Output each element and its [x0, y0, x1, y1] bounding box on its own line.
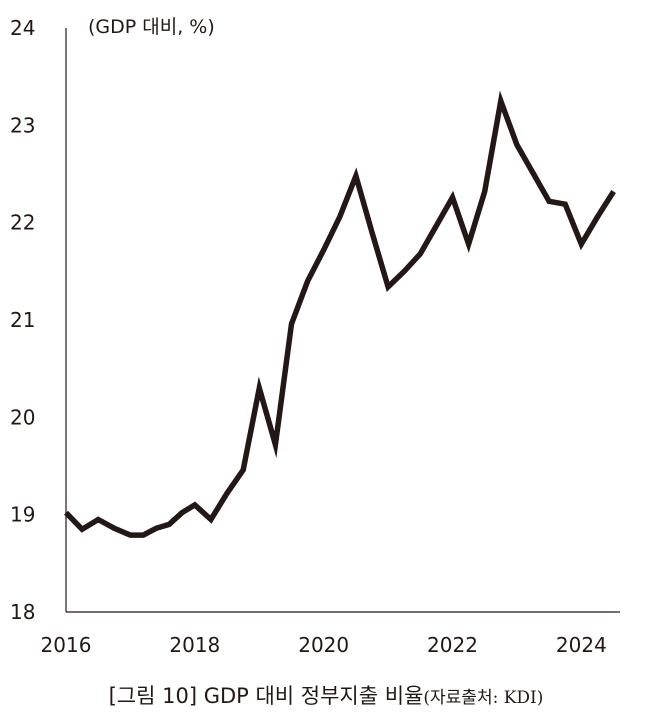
- y-tick-label: 24: [10, 16, 35, 40]
- series-layer: [64, 90, 616, 538]
- x-tick-label: 2020: [298, 633, 349, 657]
- figure-caption: [그림 10] GDP 대비 정부지출 비율(자료출처: KDI): [0, 680, 652, 710]
- x-tick-label: 2024: [556, 633, 607, 657]
- x-tick-label: 2016: [41, 633, 92, 657]
- y-axis-ticks: 18 19 20 21 22 23 24: [10, 16, 35, 624]
- y-tick-label: 19: [10, 503, 35, 527]
- line-chart: 18 19 20 21 22 23 24 2016 2018 2020 2022 2024 (GDP…: [10, 16, 620, 657]
- x-tick-label: 2022: [427, 633, 478, 657]
- caption-source: (자료출처: KDI): [423, 688, 544, 708]
- x-axis-ticks: 2016 2018 2020 2022 2024: [41, 633, 607, 657]
- unit-label: (GDP 대비, %): [88, 16, 215, 38]
- y-tick-label: 21: [10, 308, 35, 332]
- x-tick-label: 2018: [169, 633, 220, 657]
- y-tick-label: 18: [10, 600, 35, 624]
- y-tick-label: 20: [10, 405, 35, 429]
- y-tick-label: 22: [10, 211, 35, 235]
- y-tick-label: 23: [10, 113, 35, 137]
- caption-title: [그림 10] GDP 대비 정부지출 비율: [108, 684, 424, 708]
- series-line: [64, 90, 616, 538]
- axes: [65, 28, 620, 613]
